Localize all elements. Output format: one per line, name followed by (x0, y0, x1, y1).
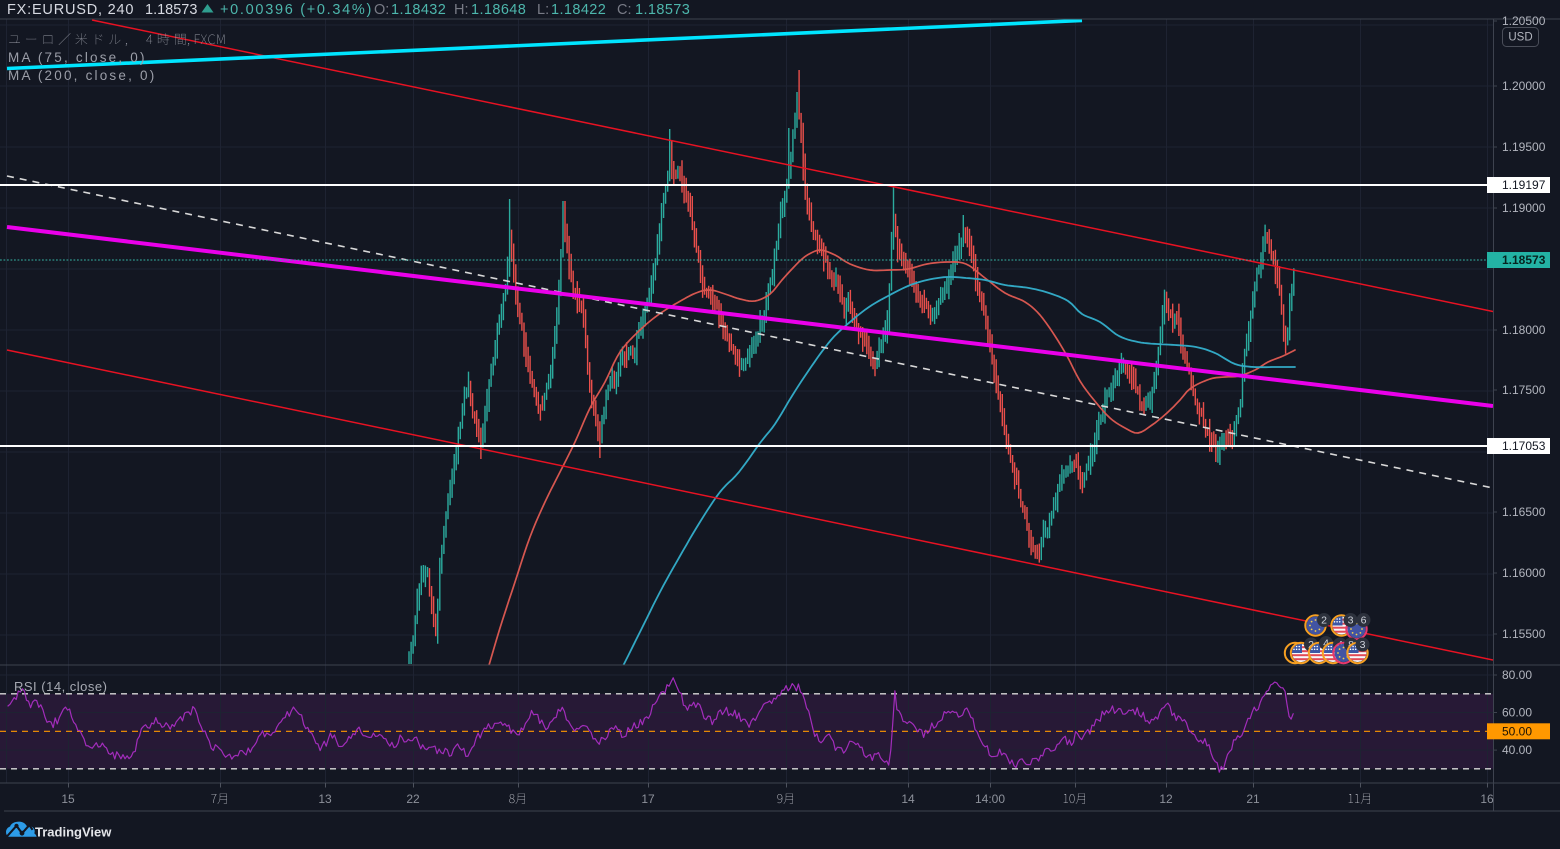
svg-text:14: 14 (901, 792, 915, 806)
svg-text:1.17053: 1.17053 (1502, 439, 1546, 453)
svg-text:1.18573: 1.18573 (1502, 253, 1546, 267)
svg-text:17: 17 (641, 792, 655, 806)
svg-text:1.18000: 1.18000 (1502, 323, 1546, 337)
svg-text:1.16500: 1.16500 (1502, 505, 1546, 519)
svg-text:50.00: 50.00 (1502, 724, 1532, 738)
svg-text:13: 13 (318, 792, 332, 806)
svg-text:1.15500: 1.15500 (1502, 627, 1546, 641)
svg-text:2: 2 (1321, 615, 1327, 627)
svg-text:1.18422: 1.18422 (551, 2, 606, 18)
svg-text:RSI (14, close): RSI (14, close) (14, 679, 107, 694)
svg-text:+0.00396 (+0.34%): +0.00396 (+0.34%) (220, 2, 373, 18)
svg-text:1.19000: 1.19000 (1502, 201, 1546, 215)
svg-text:1.18573: 1.18573 (145, 2, 197, 18)
svg-text:3: 3 (1360, 639, 1366, 651)
svg-text:H:: H: (454, 2, 469, 18)
svg-text:MA (200, close, 0): MA (200, close, 0) (8, 68, 156, 83)
svg-text:4: 4 (1323, 638, 1329, 650)
svg-text:1.18432: 1.18432 (391, 2, 446, 18)
svg-text:MA (75, close, 0): MA (75, close, 0) (8, 50, 147, 65)
svg-text:1.18573: 1.18573 (635, 2, 690, 18)
svg-text:O:: O: (374, 2, 389, 18)
svg-text:1.16000: 1.16000 (1502, 566, 1546, 580)
svg-text:40.00: 40.00 (1502, 743, 1532, 757)
svg-text:TradingView: TradingView (35, 825, 112, 840)
svg-text:16: 16 (1480, 792, 1494, 806)
svg-text:15: 15 (61, 792, 75, 806)
svg-text:1.19500: 1.19500 (1502, 140, 1546, 154)
svg-text:L:: L: (537, 2, 549, 18)
svg-text:14:00: 14:00 (975, 792, 1005, 806)
svg-text:C:: C: (617, 2, 632, 18)
svg-text:1.20000: 1.20000 (1502, 79, 1546, 93)
svg-text:6: 6 (1361, 615, 1367, 627)
svg-text:12: 12 (1159, 792, 1173, 806)
svg-text:USD: USD (1508, 32, 1532, 44)
svg-text:1.17500: 1.17500 (1502, 383, 1546, 397)
svg-text:FX:EURUSD, 240: FX:EURUSD, 240 (7, 2, 134, 18)
svg-text:80.00: 80.00 (1502, 668, 1532, 682)
svg-text:1.18648: 1.18648 (471, 2, 526, 18)
svg-text:3: 3 (1348, 615, 1354, 627)
svg-text:1.19197: 1.19197 (1502, 178, 1546, 192)
svg-text:1.20500: 1.20500 (1502, 14, 1546, 28)
svg-text:22: 22 (406, 792, 420, 806)
svg-text:60.00: 60.00 (1502, 706, 1532, 720)
svg-text:21: 21 (1246, 792, 1260, 806)
